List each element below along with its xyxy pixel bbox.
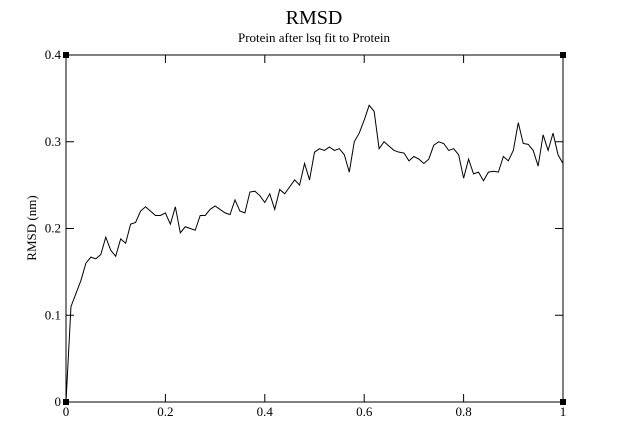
x-tick-label: 0.6 xyxy=(356,404,373,419)
x-tick-label: 0.2 xyxy=(157,404,173,419)
y-axis-label: RMSD (nm) xyxy=(24,195,39,260)
plot-frame xyxy=(65,54,564,403)
x-tick-label: 1 xyxy=(560,404,567,419)
y-tick-label: 0.2 xyxy=(45,221,61,236)
y-tick-label: 0.3 xyxy=(45,134,61,149)
y-tick-label: 0.4 xyxy=(45,47,62,62)
y-tick-label: 0.1 xyxy=(45,307,61,322)
x-tick-label: 0.4 xyxy=(257,404,274,419)
chart-title: RMSD xyxy=(286,7,343,29)
x-tick-label: 0.8 xyxy=(455,404,471,419)
chart-subtitle: Protein after lsq fit to Protein xyxy=(238,30,391,45)
data-line xyxy=(65,104,564,403)
y-tick-label: 0 xyxy=(55,394,62,409)
x-tick-label: 0 xyxy=(63,404,70,419)
